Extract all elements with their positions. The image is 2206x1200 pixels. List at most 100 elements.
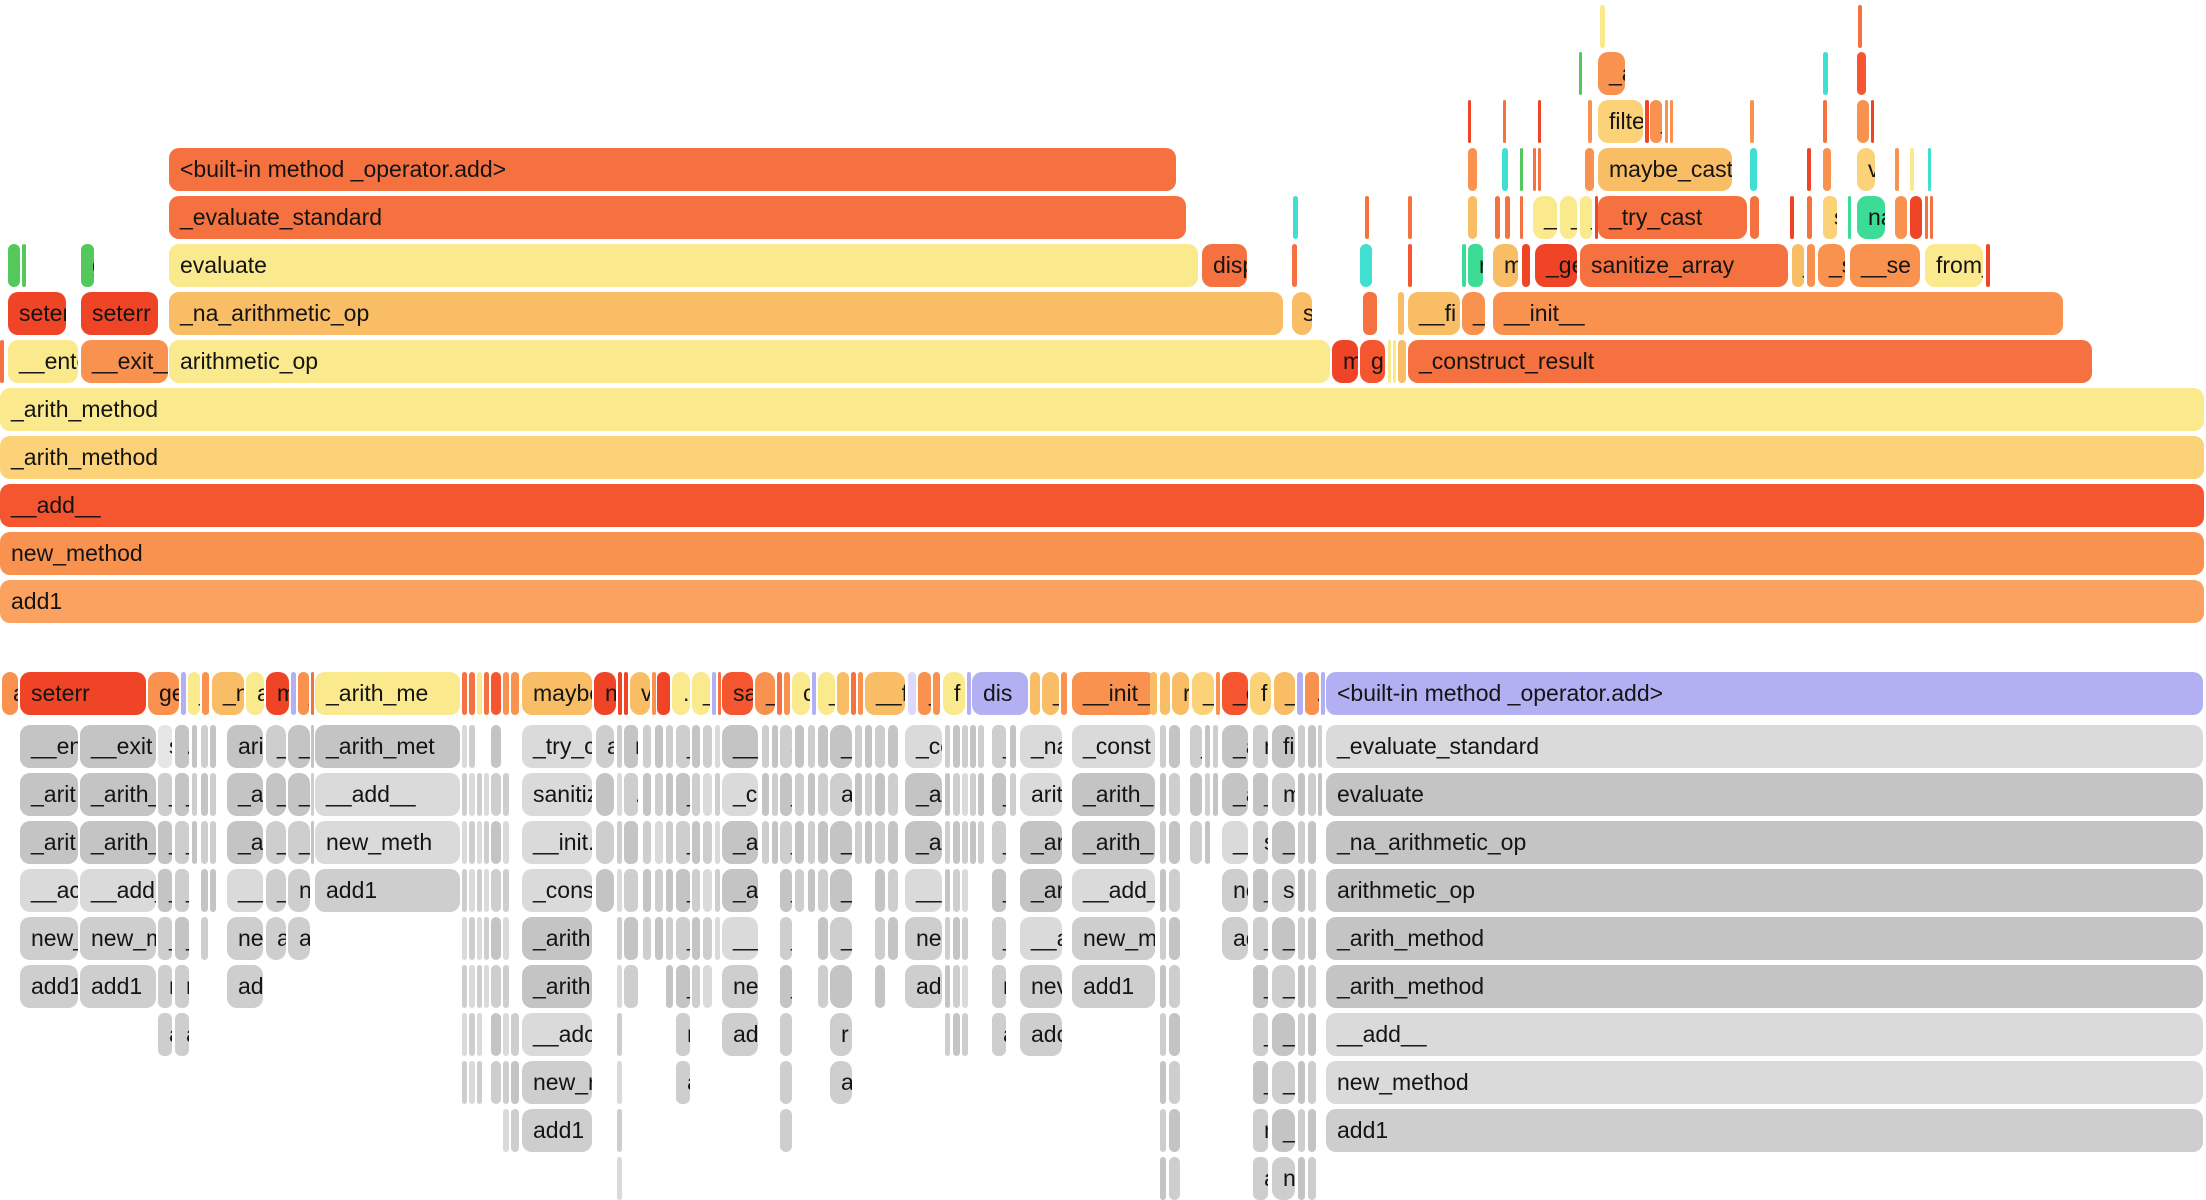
flame-frame[interactable]: <built-in method _operator.add> bbox=[169, 148, 1176, 191]
caller-frame[interactable]: _ bbox=[158, 773, 172, 816]
caller-frame[interactable] bbox=[1298, 1157, 1305, 1200]
flame-frame[interactable]: seterr bbox=[81, 292, 158, 335]
leaf-frame[interactable]: a bbox=[246, 672, 264, 715]
caller-frame[interactable] bbox=[503, 821, 509, 864]
leaf-frame[interactable] bbox=[618, 672, 622, 715]
caller-frame[interactable] bbox=[962, 965, 968, 1008]
caller-frame[interactable]: s bbox=[1253, 821, 1268, 864]
caller-frame[interactable] bbox=[462, 725, 467, 768]
flame-frame[interactable]: __add__ bbox=[0, 484, 2204, 527]
caller-frame[interactable]: _ bbox=[266, 821, 286, 864]
caller-frame[interactable]: __add_ bbox=[80, 869, 156, 912]
flame-frame[interactable]: v bbox=[1857, 148, 1875, 191]
leaf-frame[interactable] bbox=[967, 672, 971, 715]
caller-frame[interactable]: new_method bbox=[1326, 1061, 2203, 1104]
flame-frame[interactable] bbox=[1807, 196, 1812, 239]
caller-frame[interactable]: . bbox=[484, 869, 489, 912]
caller-frame[interactable]: _ bbox=[175, 773, 189, 816]
caller-frame[interactable] bbox=[865, 773, 872, 816]
caller-frame[interactable] bbox=[503, 773, 509, 816]
caller-frame[interactable] bbox=[978, 773, 984, 816]
caller-frame[interactable] bbox=[945, 773, 950, 816]
leaf-frame[interactable]: dis bbox=[972, 672, 1028, 715]
caller-frame[interactable]: r bbox=[1308, 1109, 1316, 1152]
caller-frame[interactable] bbox=[462, 821, 467, 864]
flame-frame[interactable] bbox=[1293, 196, 1298, 239]
caller-frame[interactable] bbox=[666, 965, 673, 1008]
caller-frame[interactable]: _ bbox=[992, 773, 1006, 816]
caller-frame[interactable]: __ bbox=[722, 725, 758, 768]
caller-frame[interactable] bbox=[617, 725, 622, 768]
caller-frame[interactable] bbox=[484, 773, 489, 816]
caller-frame[interactable]: _a bbox=[1222, 773, 1248, 816]
caller-frame[interactable] bbox=[192, 821, 197, 864]
leaf-frame[interactable] bbox=[1061, 672, 1067, 715]
caller-frame[interactable]: . bbox=[666, 725, 673, 768]
caller-frame[interactable] bbox=[692, 821, 700, 864]
flame-frame[interactable] bbox=[1462, 244, 1466, 287]
flame-frame[interactable] bbox=[1986, 244, 1990, 287]
caller-frame[interactable] bbox=[617, 1013, 622, 1056]
flame-frame[interactable]: r bbox=[1468, 244, 1483, 287]
caller-frame[interactable]: a bbox=[266, 917, 286, 960]
flame-frame[interactable]: seterr bbox=[8, 292, 66, 335]
caller-frame[interactable] bbox=[762, 821, 769, 864]
flame-frame[interactable] bbox=[1393, 340, 1396, 383]
flame-frame[interactable] bbox=[22, 244, 26, 287]
caller-frame[interactable] bbox=[617, 965, 622, 1008]
caller-frame[interactable] bbox=[503, 965, 509, 1008]
leaf-frame[interactable]: _ bbox=[918, 672, 931, 715]
caller-frame[interactable]: m bbox=[1272, 773, 1295, 816]
flame-frame[interactable] bbox=[1595, 196, 1598, 239]
flame-frame[interactable]: . bbox=[1750, 196, 1759, 239]
caller-frame[interactable]: . bbox=[477, 917, 482, 960]
caller-frame[interactable]: _arith_met bbox=[315, 725, 460, 768]
caller-frame[interactable]: _ bbox=[175, 821, 189, 864]
caller-frame[interactable]: _ bbox=[158, 917, 172, 960]
caller-frame[interactable] bbox=[643, 917, 651, 960]
caller-frame[interactable]: add1 bbox=[315, 869, 460, 912]
caller-frame[interactable]: ne bbox=[1222, 869, 1248, 912]
caller-frame[interactable]: nev bbox=[905, 917, 942, 960]
flame-frame[interactable] bbox=[1895, 148, 1899, 191]
caller-frame[interactable] bbox=[875, 821, 885, 864]
caller-frame[interactable]: add1 bbox=[1072, 965, 1155, 1008]
caller-frame[interactable]: r bbox=[511, 1013, 519, 1056]
caller-frame[interactable]: _ bbox=[1272, 821, 1295, 864]
caller-frame[interactable] bbox=[1308, 725, 1316, 768]
caller-frame[interactable]: a bbox=[676, 1061, 690, 1104]
caller-frame[interactable]: s bbox=[1298, 821, 1305, 864]
caller-frame[interactable] bbox=[1169, 965, 1180, 1008]
flame-frame[interactable]: g bbox=[81, 244, 94, 287]
caller-frame[interactable]: ad bbox=[722, 1013, 758, 1056]
caller-frame[interactable] bbox=[503, 869, 509, 912]
caller-frame[interactable]: new_meth bbox=[315, 821, 460, 864]
leaf-frame[interactable]: a bbox=[2, 672, 18, 715]
caller-frame[interactable]: a bbox=[1253, 1157, 1268, 1200]
caller-frame[interactable]: add1 bbox=[1326, 1109, 2203, 1152]
leaf-frame[interactable] bbox=[812, 672, 816, 715]
caller-frame[interactable] bbox=[624, 821, 638, 864]
caller-frame[interactable] bbox=[469, 917, 475, 960]
caller-frame[interactable] bbox=[477, 965, 482, 1008]
flame-frame[interactable]: s bbox=[1292, 292, 1312, 335]
caller-frame[interactable] bbox=[655, 773, 663, 816]
leaf-frame[interactable] bbox=[477, 672, 482, 715]
flame-frame[interactable]: . bbox=[1468, 196, 1477, 239]
caller-frame[interactable]: _ bbox=[1253, 965, 1268, 1008]
caller-frame[interactable] bbox=[772, 773, 778, 816]
caller-frame[interactable] bbox=[875, 869, 885, 912]
caller-frame[interactable] bbox=[818, 965, 828, 1008]
caller-frame[interactable] bbox=[970, 821, 976, 864]
flame-frame[interactable]: __ bbox=[1533, 196, 1557, 239]
caller-frame[interactable]: . bbox=[1298, 869, 1305, 912]
caller-frame[interactable]: r bbox=[1298, 1061, 1305, 1104]
flame-frame[interactable] bbox=[1363, 292, 1377, 335]
caller-frame[interactable] bbox=[692, 869, 700, 912]
caller-frame[interactable]: a bbox=[511, 1061, 519, 1104]
caller-frame[interactable] bbox=[808, 821, 815, 864]
leaf-frame[interactable]: __ bbox=[1042, 672, 1059, 715]
caller-frame[interactable]: _evaluate_standard bbox=[1326, 725, 2203, 768]
leaf-frame[interactable]: _ bbox=[1192, 672, 1214, 715]
flame-frame[interactable] bbox=[1579, 52, 1582, 95]
